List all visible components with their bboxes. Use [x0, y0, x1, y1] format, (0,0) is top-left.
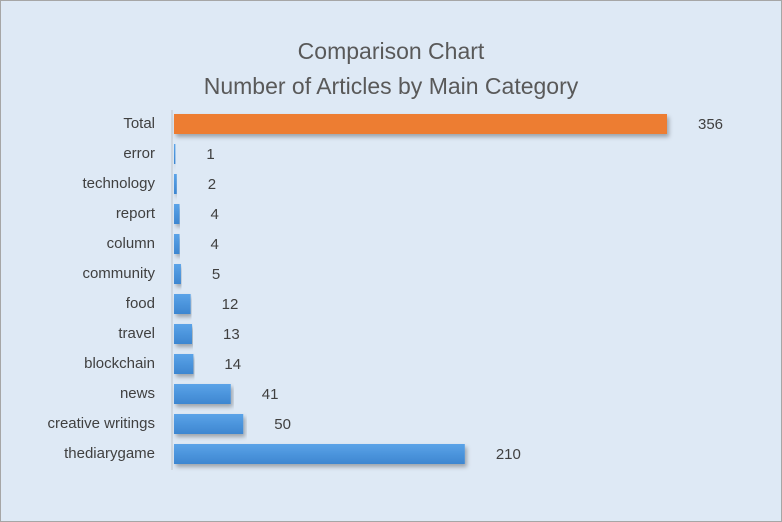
data-label: 13: [223, 326, 240, 343]
data-label: 4: [211, 206, 219, 223]
data-label: 210: [496, 446, 521, 463]
bar: [174, 414, 244, 434]
category-label: community: [82, 265, 155, 282]
category-label: report: [116, 205, 156, 222]
bar: [174, 444, 465, 464]
category-label: blockchain: [84, 355, 155, 372]
bar: [174, 234, 180, 254]
category-label: column: [107, 235, 155, 252]
category-label: travel: [118, 325, 155, 342]
bar: [174, 354, 194, 374]
data-label: 2: [208, 176, 216, 193]
data-label: 41: [262, 386, 279, 403]
bar: [174, 144, 176, 164]
category-label: creative writings: [47, 415, 155, 432]
chart-title: Comparison Chart: [298, 38, 485, 64]
category-label: thediarygame: [64, 445, 155, 462]
bar: [174, 204, 180, 224]
category-label: error: [123, 145, 155, 162]
data-label: 14: [224, 356, 241, 373]
category-label: news: [120, 385, 155, 402]
bar: [174, 294, 191, 314]
bar: [174, 264, 181, 284]
category-label: technology: [82, 175, 155, 192]
data-label: 50: [274, 416, 291, 433]
data-label: 4: [211, 236, 219, 253]
data-label: 12: [222, 296, 239, 313]
bar: [174, 114, 667, 134]
category-label: food: [126, 295, 155, 312]
bar: [174, 174, 177, 194]
chart-title: Number of Articles by Main Category: [204, 73, 579, 99]
data-label: 5: [212, 266, 220, 283]
bar: [174, 384, 231, 404]
bar: [174, 324, 193, 344]
data-label: 356: [698, 116, 723, 133]
category-label: Total: [123, 115, 155, 132]
data-label: 1: [206, 146, 214, 163]
